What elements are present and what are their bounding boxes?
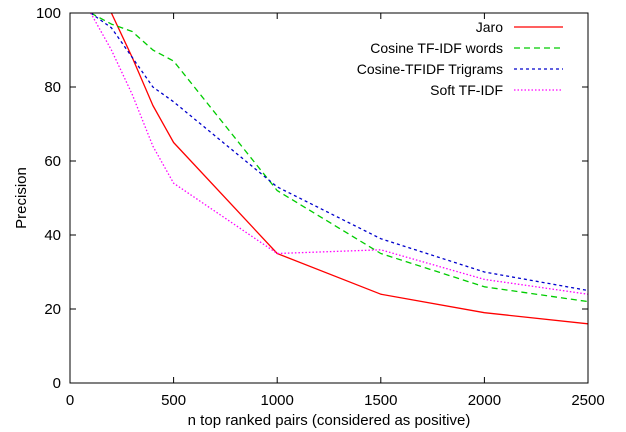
x-tick-label: 1500 bbox=[364, 392, 397, 409]
series-line-3 bbox=[90, 13, 588, 292]
y-tick-label: 100 bbox=[36, 5, 61, 22]
x-axis-title: n top ranked pairs (considered as positi… bbox=[188, 412, 471, 429]
x-tick-label: 0 bbox=[66, 392, 74, 409]
legend: Jaro Cosine TF-IDF words Cosine-TFIDF Trig… bbox=[357, 19, 563, 98]
y-tick-label: 60 bbox=[44, 153, 61, 170]
y-tick-label: 40 bbox=[44, 227, 61, 244]
series-line-4 bbox=[90, 13, 588, 295]
legend-label: Cosine TF-IDF words bbox=[370, 40, 503, 56]
series-layer bbox=[90, 13, 588, 325]
legend-label: Soft TF-IDF bbox=[430, 82, 503, 98]
x-tick-label: 2000 bbox=[468, 392, 501, 409]
legend-label: Jaro bbox=[476, 19, 503, 35]
y-axis-title: Precision bbox=[13, 167, 30, 229]
x-tick-label: 500 bbox=[161, 392, 186, 409]
plot-frame bbox=[69, 12, 589, 384]
y-tick-label: 20 bbox=[44, 301, 61, 318]
x-tick-label: 2500 bbox=[571, 392, 604, 409]
ticks-layer: 0 500 1000 1500 2000 2500 0 20 40 60 80 100 bbox=[36, 5, 605, 409]
y-tick-label: 0 bbox=[53, 375, 61, 392]
x-tick-label: 1000 bbox=[261, 392, 294, 409]
y-tick-label: 80 bbox=[44, 79, 61, 96]
series-line-1 bbox=[110, 13, 588, 325]
legend-label: Cosine-TFIDF Trigrams bbox=[357, 61, 503, 77]
series-line-2 bbox=[90, 13, 588, 303]
